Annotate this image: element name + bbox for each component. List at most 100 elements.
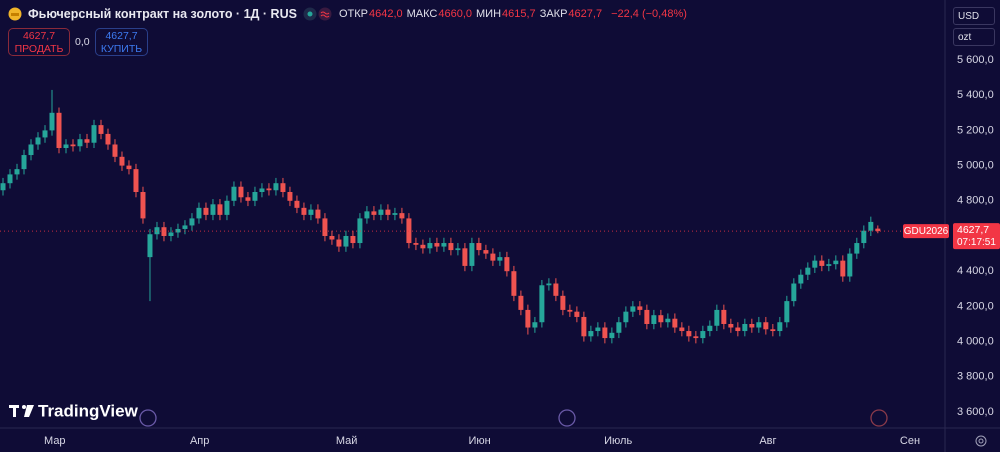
settings-icon[interactable] — [975, 435, 987, 447]
candle-body — [518, 295, 524, 310]
y-tick-label: 5 000,0 — [957, 160, 994, 172]
candle-body — [581, 316, 587, 337]
candle-body — [616, 322, 622, 333]
title: Фьючерсный контракт на золото · 1Д · RUS — [28, 7, 297, 21]
candle-body — [567, 309, 573, 312]
candle-body — [259, 188, 265, 193]
candle-body — [378, 209, 384, 215]
x-tick-label: Мар — [44, 435, 66, 447]
candle-body — [847, 253, 853, 277]
candle-body — [560, 295, 566, 310]
candle-body — [42, 130, 48, 138]
candle-body — [35, 137, 41, 145]
candle-body — [854, 243, 860, 254]
candle-body — [119, 156, 125, 166]
candle-body — [546, 283, 552, 286]
candle-body — [147, 234, 153, 258]
candle-body — [49, 112, 55, 131]
unit-select[interactable]: ozt — [953, 28, 995, 46]
y-tick-label: 3 600,0 — [957, 406, 994, 418]
ohlc-label: ОТКР — [338, 8, 368, 20]
candle-body — [651, 315, 657, 324]
symbol-tag-label: GDU2026 — [904, 226, 949, 237]
candle-body — [623, 311, 629, 323]
candle-body — [84, 139, 90, 143]
sell-button[interactable]: 4627,7 ПРОДАТЬ — [8, 28, 70, 56]
candle-body — [630, 306, 636, 312]
watermark-logo — [9, 405, 34, 417]
candle-body — [196, 207, 202, 219]
candle-body — [868, 221, 874, 231]
candle-body — [672, 318, 678, 328]
x-tick-label: Май — [336, 435, 358, 447]
candle-body — [441, 243, 447, 247]
candle-body — [539, 285, 545, 323]
candle-body — [427, 243, 433, 249]
candle-body — [574, 311, 580, 317]
candle-body — [273, 183, 279, 191]
candle-body — [504, 257, 510, 272]
watermark: TradingView — [38, 401, 139, 420]
candle-body — [469, 243, 475, 266]
candle-body — [532, 322, 538, 328]
candle-body — [420, 244, 426, 249]
y-tick-label: 4 000,0 — [957, 335, 994, 347]
candle-body — [679, 327, 685, 332]
candle-body — [280, 183, 286, 193]
candle-body — [875, 228, 881, 232]
candle-body — [833, 260, 839, 265]
candle-body — [105, 133, 111, 145]
candle-body — [210, 204, 216, 215]
candle-body — [266, 188, 272, 191]
buy-label: КУПИТЬ — [100, 43, 143, 55]
candle-body — [364, 211, 370, 219]
candle-body — [399, 213, 405, 219]
candle-body — [609, 332, 615, 339]
candle-body — [56, 112, 62, 149]
symbol-icon — [8, 7, 22, 21]
candle-body — [455, 248, 461, 251]
candle-body — [322, 218, 328, 236]
candle-body — [91, 125, 97, 143]
candle-body — [784, 301, 790, 323]
candle-body — [357, 218, 363, 244]
candle-body — [336, 239, 342, 247]
candle-body — [749, 323, 755, 328]
candle-body — [343, 235, 349, 247]
currency-select[interactable]: USD — [953, 7, 995, 25]
candle-body — [168, 232, 174, 236]
candle-body — [497, 257, 503, 261]
x-tick-label: Апр — [190, 435, 209, 447]
candle-body — [392, 213, 398, 215]
header: Фьючерсный контракт на золото · 1Д · RUS… — [8, 7, 690, 21]
candle-body — [448, 243, 454, 251]
candle-body — [238, 186, 244, 198]
candle-body — [217, 204, 223, 215]
x-tick-label: Сен — [900, 435, 920, 447]
buy-button[interactable]: 4627,7 КУПИТЬ — [95, 28, 148, 56]
price-tag — [953, 223, 1000, 250]
y-tick-label: 3 800,0 — [957, 371, 994, 383]
candle-body — [252, 192, 258, 201]
candle-body — [371, 211, 377, 215]
candle-body — [98, 125, 104, 134]
candle-body — [490, 253, 496, 261]
y-tick-label: 5 600,0 — [957, 54, 994, 66]
candle-body — [819, 260, 825, 266]
candle-body — [637, 306, 643, 310]
buy-price: 4627,7 — [105, 30, 138, 42]
countdown: 07:17:51 — [957, 237, 996, 248]
candle-body — [525, 309, 531, 328]
candle-body — [0, 183, 6, 191]
candle-body — [553, 283, 559, 296]
candle-body — [798, 274, 804, 284]
candle-body — [707, 325, 713, 332]
x-tick-label: Авг — [759, 435, 776, 447]
candle-body — [28, 144, 34, 156]
candle-body — [763, 322, 769, 330]
candle-body — [287, 192, 293, 201]
candle-body — [700, 331, 706, 339]
symbol-tag — [903, 224, 949, 239]
candle-body — [140, 192, 146, 219]
